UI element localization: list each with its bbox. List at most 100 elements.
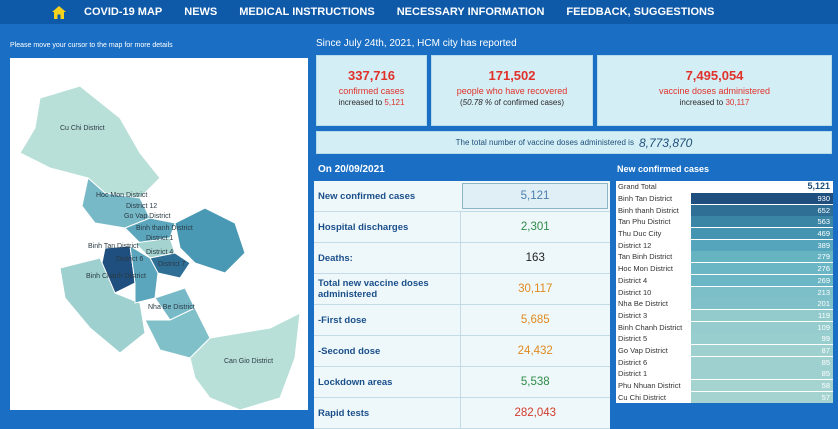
case-district-name: District 5 [618,334,648,344]
map-district-binh-chanh[interactable] [59,257,146,354]
map-label-district-7: District 7 [158,261,185,268]
nav-news[interactable]: NEWS [184,6,218,18]
case-row[interactable]: District 5 99 [616,333,833,345]
case-district-name: District 10 [618,287,652,297]
case-row[interactable]: Nha Be District 201 [616,298,833,310]
grand-total-label: Grand Total [618,182,657,192]
stat-label: Deaths: [318,252,353,264]
vaccine-increase: increased to 30,117 [679,98,750,107]
case-row[interactable]: Tan Binh District 279 [616,251,833,263]
case-district-name: Phu Nhuan District [618,381,681,391]
case-count-cell: 58 [691,380,833,392]
case-district-name: Cu Chi District [618,392,666,402]
map-label-binh-thanh: Binh thanh District [136,225,193,232]
date-title: On 20/09/2021 [318,164,385,175]
grand-total-value: 5,121 [691,181,833,193]
case-count-cell: 57 [691,391,833,403]
nav-necessary-information[interactable]: NECESSARY INFORMATION [396,6,545,18]
case-district-name: District 4 [618,275,648,285]
stat-value: 163 [459,243,610,273]
map-label-district-1: District 1 [146,235,173,242]
case-row[interactable]: Go Vap District 87 [616,344,833,357]
confirmed-label: confirmed cases [338,86,405,96]
case-row[interactable]: District 1 85 [616,368,833,380]
case-district-name: Tan Phu District [618,217,671,227]
case-row[interactable]: Tan Phu District 563 [616,216,833,228]
case-row[interactable]: Binh Tan District 930 [616,193,833,205]
case-row[interactable]: District 10 213 [616,286,833,298]
case-count-cell: 563 [691,216,833,228]
case-row[interactable]: Thu Duc City 469 [616,228,833,240]
stat-value: 30,117 [459,274,610,304]
vaccine-doses-card: 7,495,054 vaccine doses administered inc… [597,55,832,126]
case-row[interactable]: District 4 269 [616,274,833,287]
recovered-percent: (50.78 % of confirmed cases) [459,98,565,107]
map-label-binh-tan: Binh Tan District [88,243,139,250]
case-count-cell: 279 [691,251,833,263]
vaccine-count: 7,495,054 [685,68,744,83]
total-doses-value: 8,773,870 [638,135,693,150]
stat-value: 282,043 [459,398,610,428]
case-row[interactable]: District 3 119 [616,309,833,322]
case-row[interactable]: Cu Chi District 57 [616,391,833,403]
stat-label: Total new vaccine doses administered [318,278,429,300]
case-district-name: Tan Binh District [618,252,673,262]
stat-value: 24,432 [459,336,610,366]
case-count-cell: 652 [691,204,833,216]
daily-stats-table: New confirmed cases 5,121 Hospital dischar… [314,181,610,429]
map-label-district-12: District 12 [126,203,157,210]
case-district-name: District 1 [618,369,648,379]
stat-label: -First dose [318,314,367,326]
map-district-12[interactable] [124,217,176,244]
confirmed-count: 337,716 [348,68,395,83]
new-cases-table[interactable]: Grand Total 5,121 Binh Tan District 930 Bi… [616,181,833,404]
case-district-name: District 6 [618,357,648,367]
nav-medical-instructions[interactable]: MEDICAL INSTRUCTIONS [239,6,375,18]
recovered-label: people who have recovered [456,86,568,96]
case-row[interactable]: Binh thanh District 652 [616,204,833,216]
nav-feedback-suggestions[interactable]: FEEDBACK, SUGGESTIONS [566,6,715,18]
stat-value: 5,685 [459,305,610,335]
case-count-cell: 87 [691,344,833,356]
case-count-cell: 213 [691,286,833,298]
case-count-cell: 109 [691,321,833,333]
map-label-go-vap: Go Vap District [124,213,171,220]
case-count-cell: 469 [691,228,833,240]
case-row[interactable]: Binh Chanh District 109 [616,321,833,333]
case-row[interactable]: Hoc Mon District 276 [616,263,833,275]
stat-row: Lockdown areas 5,538 [314,367,610,398]
stat-label: Hospital discharges [318,221,409,233]
case-row[interactable]: Phu Nhuan District 58 [616,380,833,392]
case-count-cell: 99 [691,333,833,345]
case-district-name: District 12 [618,240,652,250]
confirmed-increase: increased to 5,121 [338,98,405,107]
case-district-name: Binh Tan District [618,194,673,204]
case-count-cell: 119 [691,309,833,321]
map-district-can-gio[interactable] [189,312,301,411]
nav-covid19-map[interactable]: COVID-19 MAP [84,6,163,18]
map-district-thu-duc[interactable] [174,207,246,274]
new-cases-title: New confirmed cases [617,164,710,174]
case-count-cell: 930 [691,193,833,205]
case-district-name: Binh thanh District [618,205,679,215]
stat-label: Rapid tests [318,407,370,419]
case-row[interactable]: District 6 85 [616,356,833,368]
confirmed-cases-card: 337,716 confirmed cases increased to 5,1… [316,55,427,126]
map-label-district-6: District 6 [116,256,143,263]
top-nav-bar: COVID-19 MAP NEWS MEDICAL INSTRUCTIONS N… [0,0,838,24]
total-doses-label: The total number of vaccine doses admini… [455,138,634,147]
case-count-cell: 201 [691,298,833,310]
case-row[interactable]: District 12 389 [616,239,833,251]
map-label-nha-be: Nha Be District [148,304,195,311]
case-district-name: District 3 [618,310,648,320]
case-count-cell: 269 [691,274,833,286]
case-count-cell: 85 [691,356,833,368]
grand-total-row: Grand Total 5,121 [616,181,833,193]
home-icon[interactable] [50,3,68,21]
stat-label: -Second dose [318,345,381,357]
stat-value: 5,538 [459,367,610,397]
hcm-district-map[interactable]: Cu Chi District Hoc Mon District Distric… [10,58,308,411]
case-district-name: Nha Be District [618,299,669,309]
map-label-hoc-mon: Hoc Mon District [96,192,147,199]
recovered-card: 171,502 people who have recovered (50.78… [431,55,593,126]
